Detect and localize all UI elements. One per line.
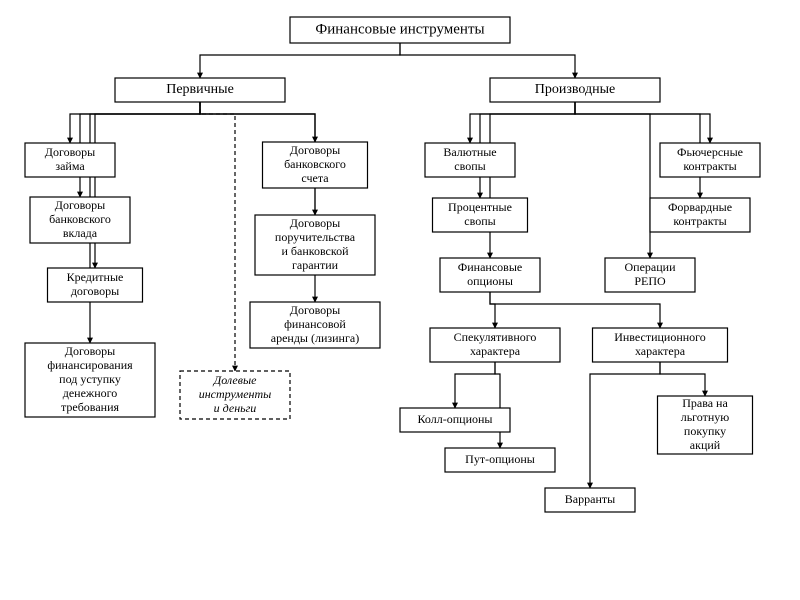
edge-primary-p8 (200, 102, 235, 371)
node-p8: Долевыеинструментыи деньги (180, 371, 290, 419)
node-o2: Инвестиционногохарактера (593, 328, 728, 362)
node-label: льготную (681, 410, 730, 424)
node-label: Форвардные (668, 200, 732, 214)
edge-o2-i2 (590, 362, 660, 488)
node-label: финансирования (47, 358, 133, 372)
node-label: покупку (684, 424, 726, 438)
node-s1: Колл-опционы (400, 408, 510, 432)
node-primary: Первичные (115, 78, 285, 102)
edge-d3-o1 (490, 292, 495, 328)
node-d3: Финансовыеопционы (440, 258, 540, 292)
node-o1: Спекулятивногохарактера (430, 328, 560, 362)
edge-derivative-d6 (575, 102, 650, 258)
node-label: Договоры (290, 303, 340, 317)
node-label: денежного (63, 386, 118, 400)
node-label: вклада (63, 226, 98, 240)
node-d4: Фьючерсныеконтракты (660, 143, 760, 177)
node-label: контракты (673, 214, 726, 228)
node-label: Договоры (290, 216, 340, 230)
node-label: гарантии (292, 258, 339, 272)
node-label: Фьючерсные (677, 145, 743, 159)
node-label: опционы (467, 274, 513, 288)
node-label: Производные (535, 82, 615, 97)
node-label: займа (55, 159, 85, 173)
node-label: Валютные (443, 145, 496, 159)
node-label: под уступку (59, 372, 121, 386)
node-label: свопы (454, 159, 485, 173)
hierarchy-diagram: Финансовые инструменты Первичные Производн… (0, 0, 800, 600)
edge-root-derivative (400, 43, 575, 78)
nodes-layer: Финансовые инструменты Первичные Производн… (25, 17, 760, 512)
node-label: контракты (683, 159, 736, 173)
node-label: аренды (лизинга) (271, 331, 359, 345)
node-i2: Варранты (545, 488, 635, 512)
node-p4: Договорыфинансированияпод уступкуденежно… (25, 343, 155, 417)
node-label: договоры (71, 284, 119, 298)
node-label: банковского (284, 157, 346, 171)
node-p6: Договорыпоручительстваи банковскойгарант… (255, 215, 375, 275)
node-label: Процентные (448, 200, 512, 214)
node-d5: Форвардныеконтракты (650, 198, 750, 232)
edge-primary-p5 (200, 102, 315, 142)
node-d6: ОперацииРЕПО (605, 258, 695, 292)
node-label: РЕПО (634, 274, 666, 288)
node-derivative: Производные (490, 78, 660, 102)
node-label: и деньги (214, 401, 257, 415)
node-label: Колл-опционы (418, 412, 493, 426)
node-p2: Договорыбанковскоговклада (30, 197, 130, 243)
node-label: Кредитные (67, 270, 124, 284)
node-label: характера (635, 344, 686, 358)
edge-o1-s1 (455, 362, 495, 408)
node-root: Финансовые инструменты (290, 17, 510, 43)
node-label: Договоры (65, 344, 115, 358)
node-label: требования (61, 400, 120, 414)
node-label: свопы (464, 214, 495, 228)
node-label: Договоры (45, 145, 95, 159)
node-label: Права на (682, 396, 728, 410)
node-label: Операции (624, 260, 676, 274)
node-p5: Договорыбанковскогосчета (263, 142, 368, 188)
node-d2: Процентныесвопы (433, 198, 528, 232)
edge-root-primary (200, 43, 400, 78)
node-label: и банковской (281, 244, 349, 258)
node-p3: Кредитныедоговоры (48, 268, 143, 302)
edge-derivative-d4 (575, 102, 710, 143)
node-label: счета (301, 171, 329, 185)
node-label: Первичные (166, 82, 234, 97)
node-label: банковского (49, 212, 111, 226)
node-label: характера (470, 344, 521, 358)
node-label: Пут-опционы (465, 452, 535, 466)
edge-o1-s2 (495, 362, 500, 448)
node-i1: Права нальготнуюпокупкуакций (658, 396, 753, 454)
node-label: Договоры (290, 143, 340, 157)
node-label: финансовой (284, 317, 346, 331)
node-label: акций (690, 438, 721, 452)
node-label: Варранты (565, 492, 615, 506)
node-label: Финансовые инструменты (315, 21, 484, 37)
node-d1: Валютныесвопы (425, 143, 515, 177)
node-p7: Договорыфинансовойаренды (лизинга) (250, 302, 380, 348)
edge-d3-o2 (490, 292, 660, 328)
node-label: Финансовые (458, 260, 522, 274)
node-p1: Договорызайма (25, 143, 115, 177)
edge-o2-i1 (660, 362, 705, 396)
node-label: Спекулятивного (454, 330, 537, 344)
node-label: Договоры (55, 198, 105, 212)
node-s2: Пут-опционы (445, 448, 555, 472)
edge-derivative-d1 (470, 102, 575, 143)
node-label: Инвестиционного (614, 330, 706, 344)
edge-derivative-d3 (490, 102, 575, 258)
node-label: инструменты (199, 387, 272, 401)
node-label: поручительства (275, 230, 356, 244)
node-label: Долевые (213, 373, 258, 387)
